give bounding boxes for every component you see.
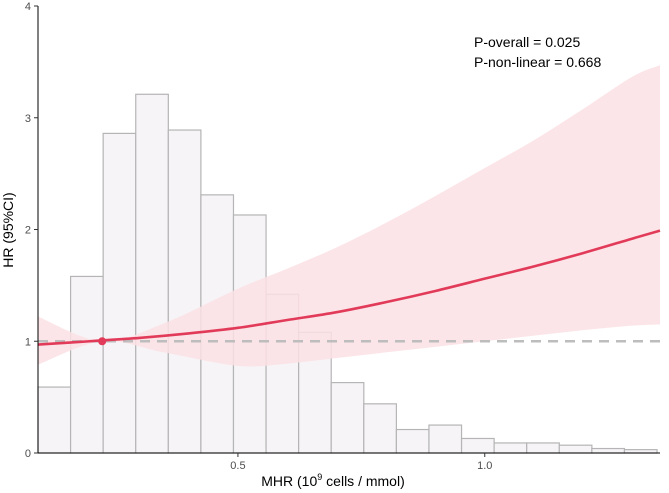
y-axis-title: HR (95%CI) — [0, 192, 16, 267]
x-tick-label-0: 0.5 — [230, 460, 245, 472]
x-tick-label-1: 1.0 — [477, 460, 492, 472]
y-tick-label-2: 2 — [25, 225, 31, 237]
histogram-bar-14 — [493, 442, 528, 454]
histogram-bar-13 — [460, 437, 495, 454]
y-tick-label-4: 4 — [25, 1, 31, 13]
histogram-bar-3 — [135, 93, 169, 454]
histogram-bar-12 — [428, 424, 463, 454]
histogram-bar-17 — [591, 447, 626, 454]
reference-point — [98, 337, 107, 346]
y-tick-label-1: 1 — [25, 336, 31, 348]
p-nonlinear-annotation: P-non-linear = 0.668 — [474, 54, 601, 70]
histogram-bar-1 — [69, 275, 104, 454]
histogram-bar-2 — [102, 132, 137, 454]
histogram-bar-9 — [330, 381, 365, 454]
histogram-bar-0 — [37, 386, 72, 454]
ci-band — [38, 65, 660, 367]
hr-line — [37, 229, 661, 346]
y-tick-label-3: 3 — [25, 113, 31, 125]
histogram-bar-11 — [395, 428, 430, 454]
p-overall-annotation: P-overall = 0.025 — [474, 34, 580, 50]
x-axis-title: MHR (109 cells / mmol) — [261, 472, 404, 489]
histogram-bar-18 — [623, 449, 658, 454]
histogram-bars — [37, 93, 658, 454]
histogram-bar-16 — [558, 444, 593, 454]
histogram-bar-4 — [167, 129, 202, 454]
y-tick-label-0: 0 — [25, 448, 31, 460]
histogram-bar-15 — [526, 442, 560, 454]
histogram-bar-10 — [363, 403, 397, 454]
axes: 0 1 2 3 4 0.5 1.0 — [25, 1, 660, 472]
